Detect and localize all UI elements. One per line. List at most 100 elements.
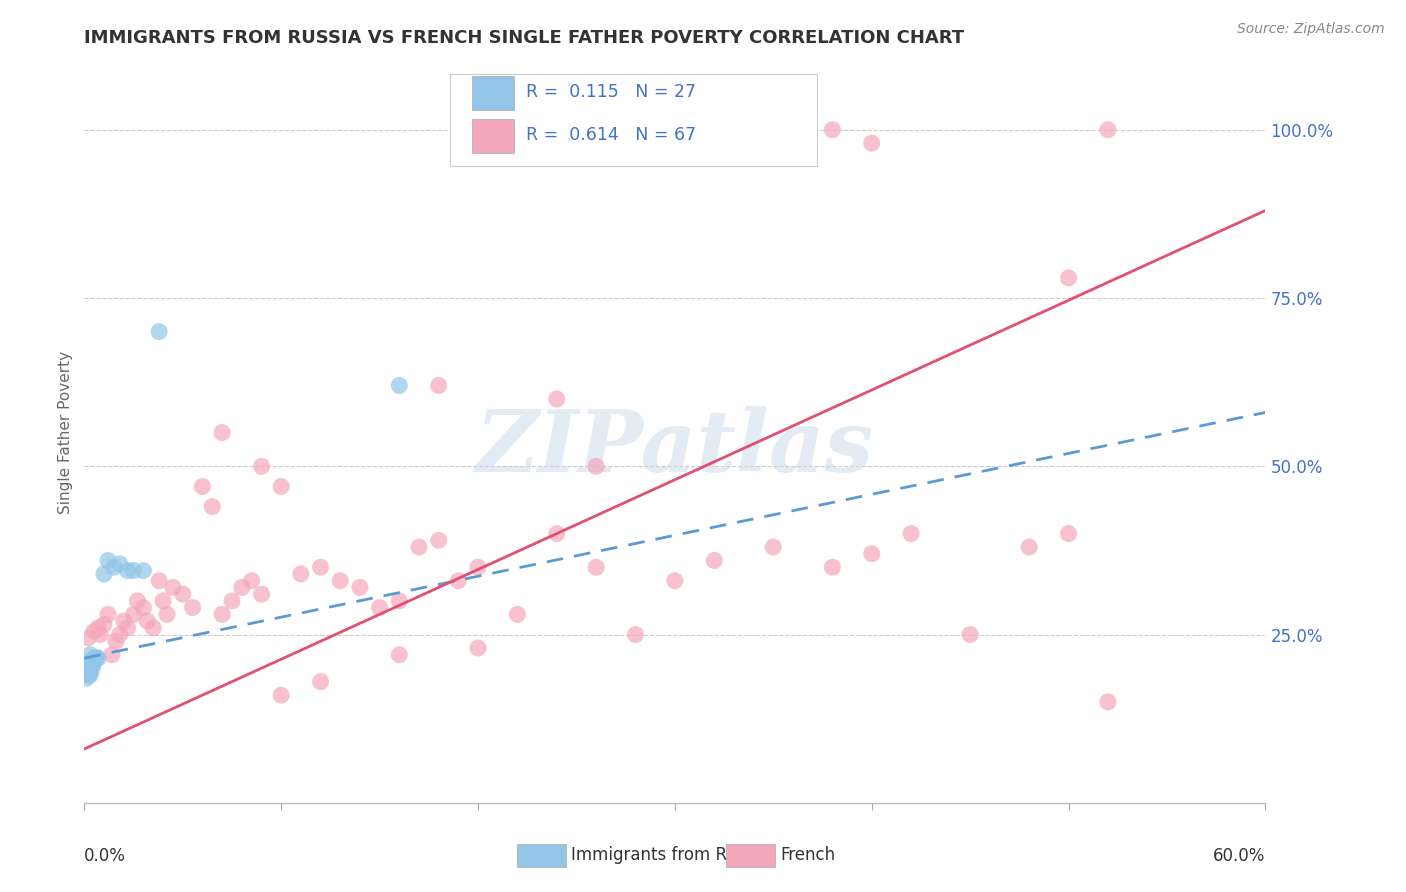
Point bbox=[211, 425, 233, 440]
Point bbox=[82, 657, 104, 672]
Point bbox=[388, 594, 411, 608]
Point bbox=[122, 607, 145, 622]
Point bbox=[900, 526, 922, 541]
Point bbox=[156, 607, 179, 622]
Point bbox=[93, 566, 115, 581]
Point bbox=[546, 526, 568, 541]
Point bbox=[75, 657, 97, 672]
Point bbox=[136, 614, 159, 628]
Point bbox=[427, 533, 450, 548]
Point bbox=[762, 540, 785, 554]
Point bbox=[201, 500, 224, 514]
Point bbox=[87, 651, 110, 665]
Point bbox=[79, 665, 101, 679]
Point bbox=[231, 581, 253, 595]
Point bbox=[83, 655, 105, 669]
Point bbox=[108, 627, 131, 641]
Point bbox=[83, 651, 105, 665]
Point bbox=[221, 594, 243, 608]
Point bbox=[89, 627, 111, 641]
FancyBboxPatch shape bbox=[450, 73, 817, 166]
Point bbox=[467, 560, 489, 574]
Point bbox=[467, 640, 489, 655]
Text: 60.0%: 60.0% bbox=[1213, 847, 1265, 865]
Point bbox=[132, 564, 155, 578]
Point bbox=[388, 378, 411, 392]
Point bbox=[97, 607, 120, 622]
Point bbox=[408, 540, 430, 554]
Point bbox=[821, 560, 844, 574]
FancyBboxPatch shape bbox=[516, 844, 567, 867]
Point bbox=[240, 574, 263, 588]
Point bbox=[93, 617, 115, 632]
Point bbox=[148, 325, 170, 339]
Point bbox=[82, 661, 104, 675]
Point bbox=[270, 479, 292, 493]
Point bbox=[77, 665, 100, 679]
FancyBboxPatch shape bbox=[472, 76, 515, 111]
Text: Immigrants from Russia: Immigrants from Russia bbox=[571, 847, 769, 864]
Point bbox=[309, 674, 332, 689]
Point bbox=[181, 600, 204, 615]
Point bbox=[624, 627, 647, 641]
Point bbox=[127, 594, 149, 608]
Point bbox=[103, 560, 125, 574]
Point bbox=[104, 634, 127, 648]
Point bbox=[84, 651, 107, 665]
Point bbox=[132, 600, 155, 615]
Point bbox=[172, 587, 194, 601]
Point bbox=[101, 648, 124, 662]
Text: R =  0.614   N = 67: R = 0.614 N = 67 bbox=[526, 126, 696, 144]
Text: French: French bbox=[780, 847, 835, 864]
Point bbox=[79, 655, 101, 669]
Point bbox=[112, 614, 135, 628]
Point bbox=[388, 648, 411, 662]
Point bbox=[79, 648, 101, 662]
Point bbox=[152, 594, 174, 608]
Point bbox=[77, 668, 100, 682]
Text: Source: ZipAtlas.com: Source: ZipAtlas.com bbox=[1237, 22, 1385, 37]
Point bbox=[83, 624, 105, 639]
Point bbox=[506, 607, 529, 622]
Point bbox=[368, 600, 391, 615]
Point bbox=[77, 668, 100, 682]
Point bbox=[270, 688, 292, 702]
Point bbox=[211, 607, 233, 622]
Text: ZIPatlas: ZIPatlas bbox=[475, 406, 875, 489]
Text: R =  0.115   N = 27: R = 0.115 N = 27 bbox=[526, 84, 696, 102]
Point bbox=[329, 574, 352, 588]
Point bbox=[82, 655, 104, 669]
Point bbox=[79, 668, 101, 682]
Point bbox=[191, 479, 214, 493]
Point bbox=[122, 564, 145, 578]
Point bbox=[860, 136, 883, 151]
Point bbox=[1057, 526, 1080, 541]
Point bbox=[87, 621, 110, 635]
Point bbox=[349, 581, 371, 595]
Point bbox=[309, 560, 332, 574]
Point bbox=[250, 459, 273, 474]
Point bbox=[148, 574, 170, 588]
Point bbox=[664, 574, 686, 588]
Point bbox=[1097, 122, 1119, 136]
Point bbox=[1057, 270, 1080, 285]
Point bbox=[77, 631, 100, 645]
Point bbox=[84, 651, 107, 665]
Point bbox=[546, 392, 568, 406]
Point bbox=[1018, 540, 1040, 554]
Point bbox=[79, 661, 101, 675]
Point bbox=[290, 566, 312, 581]
Point bbox=[585, 560, 607, 574]
Point bbox=[860, 547, 883, 561]
Point bbox=[1097, 695, 1119, 709]
Point bbox=[75, 671, 97, 685]
Point bbox=[703, 553, 725, 567]
Text: IMMIGRANTS FROM RUSSIA VS FRENCH SINGLE FATHER POVERTY CORRELATION CHART: IMMIGRANTS FROM RUSSIA VS FRENCH SINGLE … bbox=[84, 29, 965, 47]
Point bbox=[447, 574, 470, 588]
Point bbox=[250, 587, 273, 601]
Point bbox=[427, 378, 450, 392]
Point bbox=[108, 557, 131, 571]
Point bbox=[142, 621, 165, 635]
Point bbox=[117, 621, 139, 635]
Y-axis label: Single Father Poverty: Single Father Poverty bbox=[58, 351, 73, 514]
